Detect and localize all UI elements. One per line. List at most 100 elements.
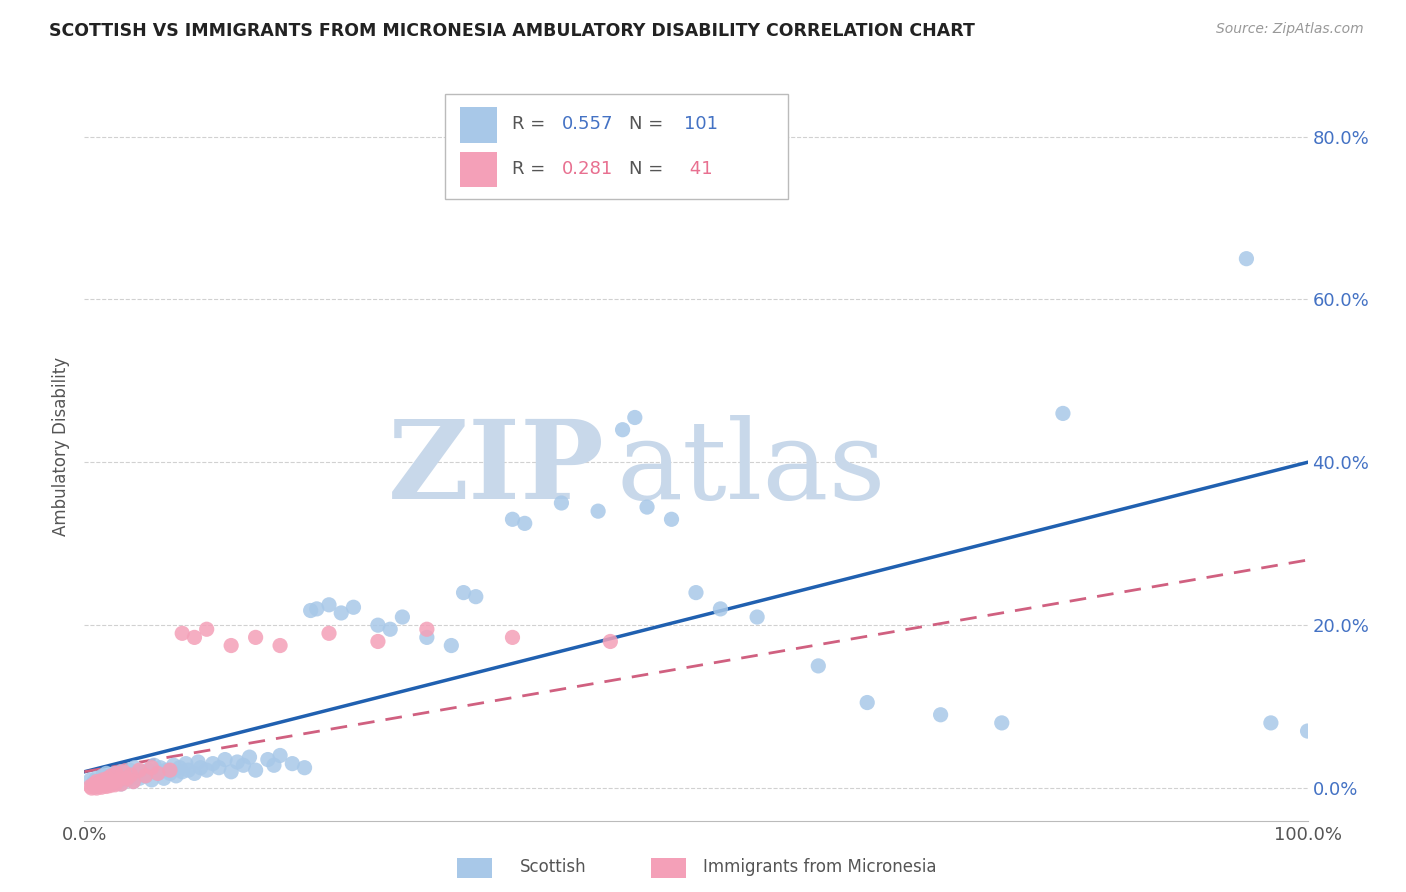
Point: [281, 756, 304, 771]
Point: [305, 602, 328, 616]
Point: [105, 769, 128, 783]
Point: [93, 778, 115, 792]
Point: [219, 639, 242, 653]
Point: [269, 748, 291, 763]
Point: [155, 763, 177, 777]
Point: [149, 761, 172, 775]
Point: [100, 768, 122, 782]
Point: [104, 776, 127, 790]
Point: [294, 761, 316, 775]
Point: [115, 772, 138, 787]
Point: [169, 761, 191, 775]
Point: [464, 590, 486, 604]
Point: [342, 600, 364, 615]
Point: [550, 496, 572, 510]
Point: [624, 410, 647, 425]
Text: N =: N =: [628, 160, 669, 178]
Point: [226, 755, 249, 769]
Point: [104, 778, 127, 792]
Point: [97, 776, 120, 790]
Point: [146, 766, 169, 780]
Point: [118, 763, 141, 777]
Point: [89, 776, 111, 790]
Point: [416, 631, 439, 645]
Point: [90, 780, 112, 795]
Point: [1236, 252, 1258, 266]
Point: [153, 772, 176, 786]
Point: [115, 772, 138, 786]
Point: [513, 516, 536, 531]
Point: [709, 602, 731, 616]
Point: [120, 769, 142, 783]
Point: [330, 606, 353, 620]
Point: [80, 780, 103, 795]
Point: [685, 585, 707, 599]
Point: [93, 776, 115, 790]
Point: [87, 779, 110, 793]
Text: R =: R =: [513, 115, 551, 133]
Point: [502, 631, 524, 645]
Point: [98, 772, 121, 787]
Point: [299, 603, 322, 617]
Point: [612, 423, 634, 437]
Point: [89, 774, 111, 789]
Bar: [446, 94, 787, 199]
Point: [141, 761, 163, 775]
Point: [91, 769, 114, 783]
Point: [86, 780, 108, 795]
Point: [96, 766, 118, 780]
Point: [91, 772, 114, 787]
Point: [195, 763, 218, 777]
Point: [177, 763, 200, 777]
Text: ZIP: ZIP: [388, 415, 605, 522]
Point: [502, 512, 524, 526]
Point: [128, 763, 150, 777]
Point: [136, 763, 159, 777]
Text: 101: 101: [683, 115, 717, 133]
Point: [661, 512, 683, 526]
Point: [107, 774, 129, 789]
Point: [269, 639, 291, 653]
Point: [201, 756, 224, 771]
Point: [86, 772, 108, 786]
Point: [172, 626, 194, 640]
Point: [163, 758, 186, 772]
Point: [112, 772, 135, 786]
Text: 0.557: 0.557: [561, 115, 613, 133]
Point: [128, 772, 150, 786]
Point: [219, 764, 242, 779]
Point: [991, 715, 1014, 730]
Point: [114, 766, 136, 780]
Point: [856, 696, 879, 710]
Point: [107, 772, 129, 787]
Point: [105, 772, 128, 787]
Bar: [460, 106, 496, 143]
Point: [110, 764, 132, 779]
Point: [125, 766, 148, 780]
Point: [91, 772, 114, 787]
Text: atlas: atlas: [616, 415, 886, 522]
Point: [208, 761, 231, 775]
Point: [83, 777, 105, 791]
Point: [1296, 724, 1319, 739]
Point: [141, 772, 163, 787]
Point: [86, 774, 108, 789]
Point: [110, 777, 132, 791]
Point: [83, 774, 105, 789]
Point: [79, 772, 101, 787]
Point: [122, 774, 145, 789]
Point: [120, 768, 142, 782]
Point: [245, 631, 267, 645]
Point: [159, 766, 181, 780]
Text: Source: ZipAtlas.com: Source: ZipAtlas.com: [1216, 22, 1364, 37]
Text: SCOTTISH VS IMMIGRANTS FROM MICRONESIA AMBULATORY DISABILITY CORRELATION CHART: SCOTTISH VS IMMIGRANTS FROM MICRONESIA A…: [49, 22, 976, 40]
Point: [807, 659, 830, 673]
Point: [367, 618, 389, 632]
Point: [214, 753, 236, 767]
Point: [929, 707, 952, 722]
Point: [238, 750, 260, 764]
Point: [112, 764, 135, 779]
Point: [195, 622, 218, 636]
Point: [143, 758, 166, 772]
Point: [131, 764, 153, 779]
